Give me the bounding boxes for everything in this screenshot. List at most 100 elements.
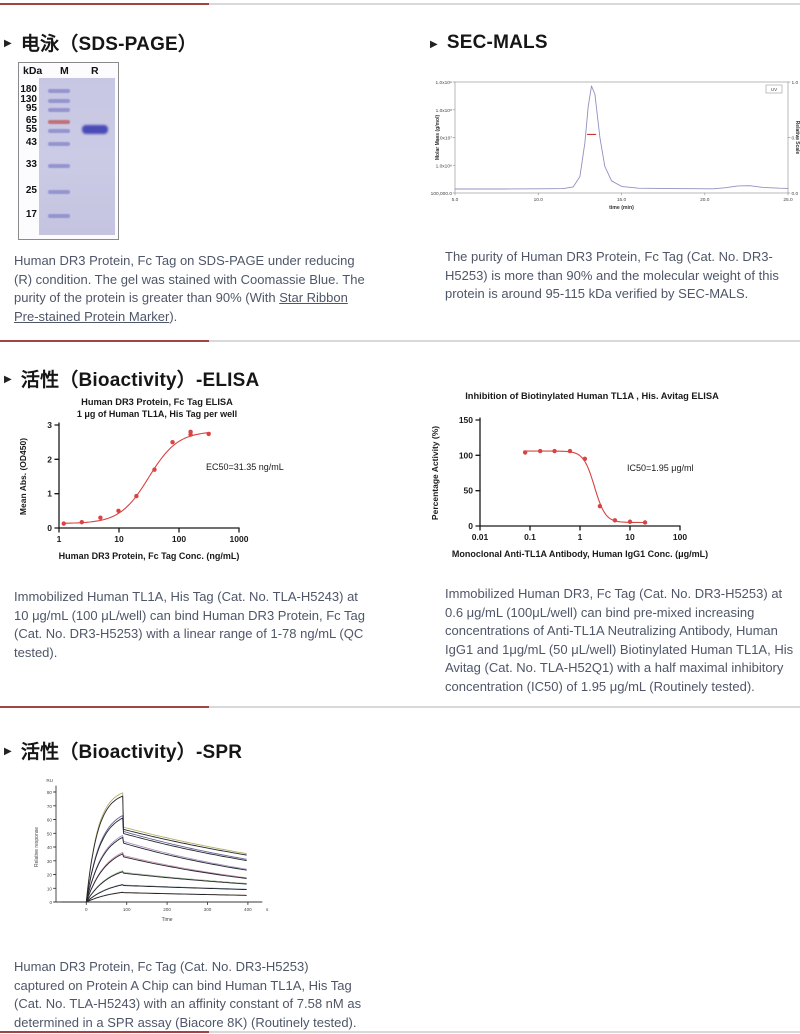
section-marker-icon: ▶	[4, 374, 12, 385]
gel-sample-band	[82, 125, 108, 134]
elisa-right-caption: Immobilized Human DR3, Fc Tag (Cat. No. …	[445, 586, 794, 694]
section-title-text: 活性（Bioactivity）-ELISA	[20, 370, 260, 391]
sec-mals-chart: 1.0x10⁹ 1.0x10⁸ 1.0x10⁷ 1.0x10⁶ 100,000.05.0…	[431, 80, 800, 211]
sds-page-gel-figure: kDa M R 180 130 95 65 55 43 33 25 17	[18, 62, 119, 240]
svg-text:50: 50	[47, 831, 53, 836]
svg-text:Human DR3 Protein, Fc Tag ELIS: Human DR3 Protein, Fc Tag ELISA	[81, 397, 233, 407]
svg-text:Time: Time	[162, 917, 173, 923]
gel-kda-label: 95	[25, 103, 37, 114]
gel-kda-label: 55	[25, 124, 37, 135]
svg-text:15.0: 15.0	[617, 197, 627, 203]
svg-text:20.0: 20.0	[700, 197, 710, 203]
elisa-left-caption: Immobilized Human TL1A, His Tag (Cat. No…	[14, 589, 365, 660]
section-marker-icon: ▶	[4, 746, 12, 757]
svg-text:200: 200	[163, 907, 171, 912]
svg-text:1.0x10⁶: 1.0x10⁶	[436, 163, 452, 169]
gel-kda-label: 17	[25, 209, 37, 220]
svg-text:0.5: 0.5	[792, 136, 799, 142]
svg-text:Molar Mass (g/mol): Molar Mass (g/mol)	[435, 115, 441, 161]
section-title-spr: ▶ 活性（Bioactivity）-SPR	[4, 737, 242, 764]
section-divider	[0, 3, 800, 5]
svg-text:100: 100	[673, 532, 687, 542]
svg-text:60: 60	[47, 818, 53, 823]
svg-text:10: 10	[625, 532, 635, 542]
svg-text:0: 0	[468, 521, 473, 531]
svg-text:100: 100	[459, 450, 473, 460]
gel-unit-header: kDa	[23, 65, 43, 77]
svg-text:100: 100	[123, 907, 131, 912]
section-marker-icon: ▶	[430, 38, 438, 50]
svg-text:IC50=1.95 μg/ml: IC50=1.95 μg/ml	[627, 463, 693, 473]
svg-text:s: s	[266, 907, 269, 912]
gel-lane-m-label: M	[60, 65, 69, 77]
sec-mals-caption: The purity of Human DR3 Protein, Fc Tag …	[445, 249, 779, 301]
gel-marker-band	[48, 99, 70, 103]
svg-text:3: 3	[47, 420, 52, 430]
svg-text:50: 50	[464, 486, 474, 496]
svg-text:time (min): time (min)	[609, 205, 634, 211]
svg-text:1: 1	[578, 532, 583, 542]
svg-text:25.0: 25.0	[783, 197, 793, 203]
svg-text:0: 0	[49, 900, 52, 905]
spr-caption: Human DR3 Protein, Fc Tag (Cat. No. DR3-…	[14, 959, 362, 1030]
svg-text:10: 10	[114, 534, 124, 544]
gel-kda-label: 33	[25, 159, 37, 170]
gel-marker-band	[48, 190, 70, 194]
section-title-text: 电泳（SDS-PAGE）	[20, 34, 198, 55]
gel-kda-label: 130	[20, 94, 37, 105]
svg-text:Relative Scale: Relative Scale	[794, 121, 800, 155]
section-title-sds-page: ▶ 电泳（SDS-PAGE）	[4, 29, 197, 56]
section-marker-icon: ▶	[4, 38, 12, 49]
svg-text:0: 0	[47, 523, 52, 533]
svg-text:1: 1	[47, 489, 52, 499]
section-divider	[0, 340, 800, 342]
svg-text:150: 150	[459, 415, 473, 425]
svg-text:1.0x10⁸: 1.0x10⁸	[436, 108, 452, 114]
svg-text:RU: RU	[46, 778, 53, 783]
gel-lane-area	[39, 78, 115, 235]
svg-text:Mean Abs. (OD450): Mean Abs. (OD450)	[18, 438, 28, 515]
svg-text:0.0: 0.0	[792, 191, 799, 197]
gel-lane-r-label: R	[91, 65, 99, 77]
gel-marker-band	[48, 164, 70, 168]
svg-text:UV: UV	[771, 87, 778, 92]
svg-text:0.1: 0.1	[524, 532, 536, 542]
svg-text:20: 20	[47, 873, 53, 878]
svg-text:Human DR3 Protein, Fc Tag Conc: Human DR3 Protein, Fc Tag Conc. (ng/mL)	[59, 551, 240, 561]
svg-text:1: 1	[57, 534, 62, 544]
svg-text:40: 40	[47, 845, 53, 850]
caption-text: ).	[169, 308, 178, 324]
gel-marker-band	[48, 120, 70, 124]
svg-text:2: 2	[47, 454, 52, 464]
section-title-sec-mals: ▶ SEC-MALS	[430, 32, 548, 54]
svg-text:1.0x10⁷: 1.0x10⁷	[436, 136, 452, 142]
section-title-text: SEC-MALS	[446, 32, 548, 53]
svg-text:1.0: 1.0	[792, 80, 799, 86]
svg-text:100: 100	[172, 534, 186, 544]
sds-page-caption: Human DR3 Protein, Fc Tag on SDS-PAGE un…	[14, 252, 366, 326]
section-title-text: 活性（Bioactivity）-SPR	[20, 742, 243, 763]
svg-text:80: 80	[47, 790, 53, 795]
svg-text:EC50=31.35 ng/mL: EC50=31.35 ng/mL	[206, 462, 284, 472]
svg-text:10: 10	[47, 886, 53, 891]
svg-text:1.0x10⁹: 1.0x10⁹	[436, 80, 452, 86]
svg-text:5.0: 5.0	[452, 197, 459, 203]
section-divider	[0, 1031, 800, 1033]
spr-sensorgram-chart: 0 10 20 30 40 50 60 70 80 0 100 200 300 400 RU Relative…	[34, 778, 269, 923]
gel-marker-band	[48, 129, 70, 133]
gel-kda-label: 180	[20, 84, 37, 95]
section-divider	[0, 706, 800, 708]
marker-product-link[interactable]: Star Ribbon Pre-stained Protein Marker	[14, 290, 348, 324]
svg-text:Monoclonal Anti-TL1A Antibody,: Monoclonal Anti-TL1A Antibody, Human IgG…	[452, 549, 708, 559]
svg-text:10.0: 10.0	[534, 197, 544, 203]
gel-kda-label: 25	[25, 185, 37, 196]
section-title-elisa: ▶ 活性（Bioactivity）-ELISA	[4, 365, 259, 392]
svg-text:30: 30	[47, 859, 53, 864]
gel-marker-band	[48, 214, 70, 218]
gel-marker-band	[48, 89, 70, 93]
caption-text: Human DR3 Protein, Fc Tag on SDS-PAGE un…	[14, 253, 365, 305]
svg-text:Relative response: Relative response	[34, 827, 40, 867]
svg-text:70: 70	[47, 804, 53, 809]
